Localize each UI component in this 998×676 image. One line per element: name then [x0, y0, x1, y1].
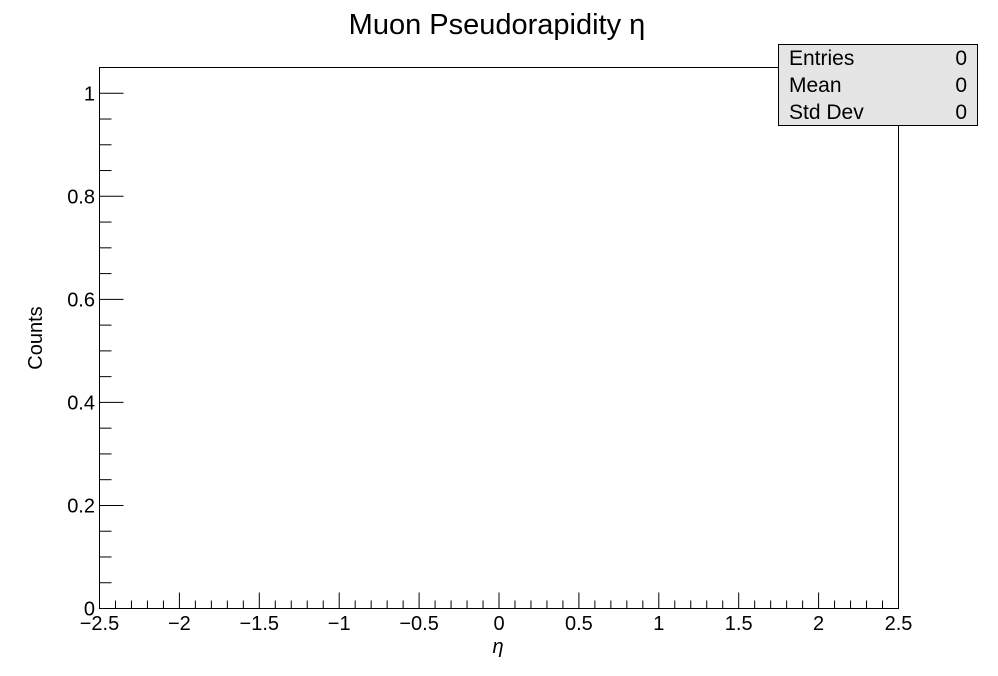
y-tick-label: 1 — [84, 83, 95, 105]
stats-box: Entries 0 Mean 0 Std Dev 0 — [778, 44, 978, 126]
x-tick-label: 2 — [813, 613, 824, 635]
x-tick-label: 2.5 — [885, 613, 913, 635]
x-tick-label: −2.5 — [80, 613, 119, 635]
stats-rows: Entries 0 Mean 0 Std Dev 0 — [789, 47, 967, 124]
stats-value: 0 — [955, 74, 967, 97]
stats-value: 0 — [955, 101, 967, 124]
y-tick-label: 0 — [84, 599, 95, 621]
y-axis-tick-labels: 0 0.2 0.4 0.6 0.8 1 — [67, 83, 95, 620]
x-axis-title: η — [492, 636, 503, 658]
chart-title: Muon Pseudorapidity η — [349, 9, 646, 41]
y-tick-label: 0.8 — [67, 186, 95, 208]
plot-frame — [99, 67, 899, 609]
x-tick-label: 1.5 — [725, 613, 753, 635]
stats-label: Entries — [789, 47, 854, 70]
x-tick-label: 0 — [493, 613, 504, 635]
stats-label: Mean — [789, 74, 842, 97]
x-tick-label: −0.5 — [399, 613, 438, 635]
y-axis-title: Counts — [25, 306, 47, 369]
x-axis-tick-labels: −2.5 −2 −1.5 −1 −0.5 0 0.5 1 1.5 2 2.5 — [80, 613, 913, 635]
y-tick-label: 0.2 — [67, 495, 95, 517]
stats-value: 0 — [955, 47, 967, 70]
x-tick-label: −1 — [328, 613, 351, 635]
stats-box-background — [778, 44, 978, 126]
x-tick-label: −2 — [168, 613, 191, 635]
y-axis-ticks — [99, 67, 124, 609]
x-tick-label: −1.5 — [240, 613, 279, 635]
y-tick-label: 0.6 — [67, 289, 95, 311]
x-tick-label: 1 — [653, 613, 664, 635]
x-tick-label: 0.5 — [565, 613, 593, 635]
y-tick-label: 0.4 — [67, 392, 95, 414]
stats-label: Std Dev — [789, 101, 864, 124]
x-axis-ticks — [99, 592, 899, 609]
